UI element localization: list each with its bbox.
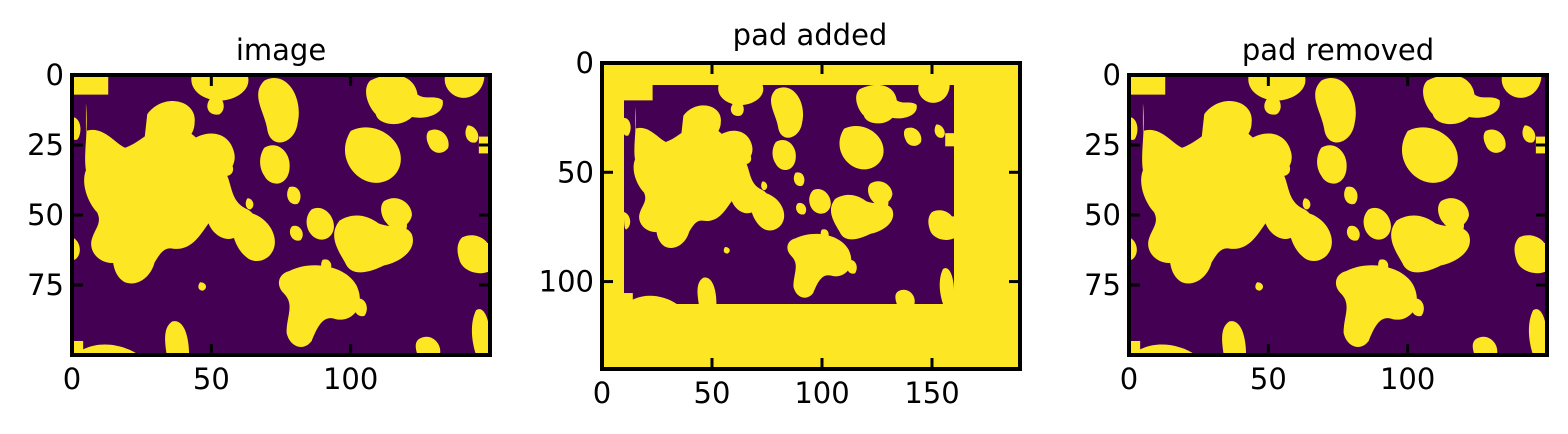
y-tick-label: 50: [1084, 198, 1121, 232]
axes: 0 50 100 0 25 50 75: [1084, 58, 1547, 396]
y-tick-label: 75: [27, 268, 64, 302]
axes: 0 50 100 0 25 50 75: [27, 58, 490, 396]
panel-title: pad added: [733, 18, 888, 52]
axes: 0 50 100 150 0 50 100: [539, 46, 1020, 410]
heatmap-pad-added: [602, 63, 1020, 369]
heatmap-pad-removed: [1127, 74, 1548, 355]
x-tick-label: 0: [63, 362, 81, 396]
panel-pad-added: pad added 0 50 100 150 0 50 100: [539, 18, 1022, 410]
y-tick-label: 25: [1084, 128, 1121, 162]
x-tick-label: 0: [593, 376, 611, 410]
panel-image: image 0 50 100 0 25 50 75: [27, 33, 492, 396]
axes-frame: [1127, 73, 1549, 357]
panel-title: pad removed: [1242, 33, 1434, 67]
x-tick-label: 100: [1380, 362, 1435, 396]
axes-frame: [70, 73, 492, 357]
x-tick-label: 50: [694, 376, 731, 410]
x-tick-label: 50: [193, 362, 230, 396]
x-tick-label: 0: [1120, 362, 1138, 396]
y-tick-label: 0: [1103, 58, 1121, 92]
panel-pad-removed: pad removed 0 50 100 0 25 50 75: [1084, 33, 1549, 396]
y-tick-label: 75: [1084, 268, 1121, 302]
y-tick-label: 100: [539, 265, 594, 299]
y-tick-label: 0: [576, 46, 594, 80]
heatmap-image: [70, 74, 491, 355]
panel-title: image: [236, 33, 326, 67]
x-tick-label: 100: [794, 376, 849, 410]
axes-frame: [600, 61, 1022, 371]
x-tick-label: 50: [1250, 362, 1287, 396]
y-tick-label: 0: [46, 58, 64, 92]
y-tick-label: 50: [557, 155, 594, 189]
y-tick-label: 50: [27, 198, 64, 232]
x-tick-label: 150: [904, 376, 959, 410]
x-tick-label: 100: [323, 362, 378, 396]
y-tick-label: 25: [27, 128, 64, 162]
